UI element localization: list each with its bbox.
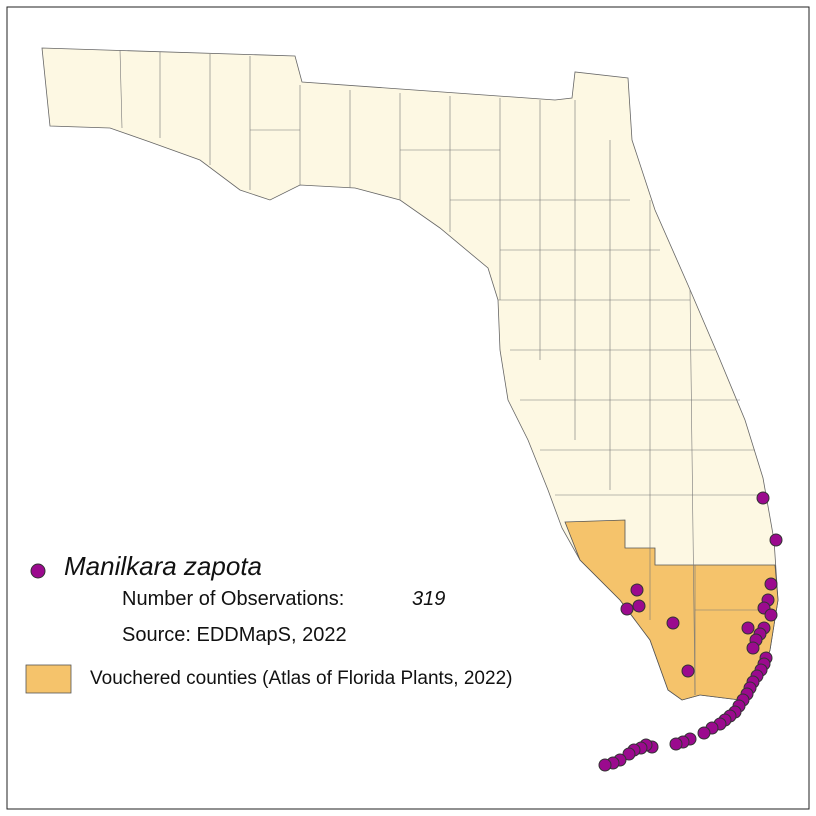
observation-point — [681, 664, 695, 678]
observation-point — [697, 726, 711, 740]
observation-point — [764, 577, 778, 591]
observations-label: Number of Observations: — [122, 588, 345, 610]
legend-point-symbol — [30, 563, 46, 579]
legend-county-swatch — [25, 664, 72, 694]
observation-point — [622, 747, 636, 761]
observation-point — [666, 616, 680, 630]
vouchered-label: Vouchered counties (Atlas of Florida Pla… — [90, 668, 513, 689]
observation-point — [769, 533, 783, 547]
species-name: Manilkara zapota — [64, 551, 262, 581]
observations-count: 319 — [412, 588, 446, 610]
county-lines — [119, 49, 775, 696]
observation-point — [598, 758, 612, 772]
observation-point — [630, 583, 644, 597]
observation-points — [598, 491, 783, 772]
observation-point — [620, 602, 634, 616]
observation-point — [746, 641, 760, 655]
observation-point — [669, 737, 683, 751]
observation-point — [756, 491, 770, 505]
observation-point — [632, 599, 646, 613]
source-text: Source: EDDMapS, 2022 — [122, 624, 347, 646]
observation-point — [741, 621, 755, 635]
observation-point — [764, 608, 778, 622]
